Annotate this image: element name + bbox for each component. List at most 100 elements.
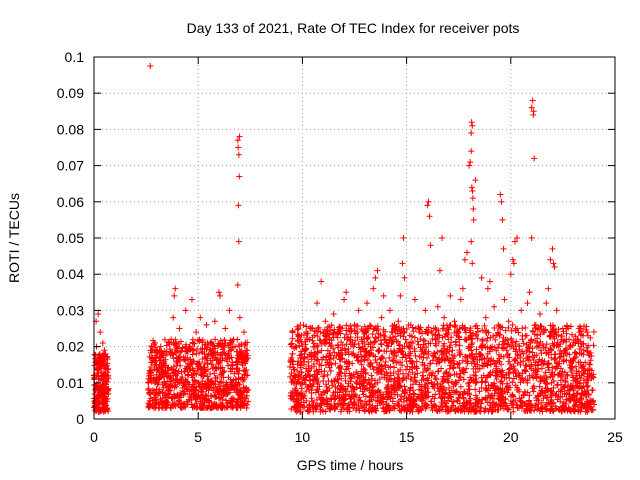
data-point-band <box>355 357 362 364</box>
data-point-band <box>182 383 189 390</box>
data-point-band <box>179 374 186 381</box>
data-point-band <box>442 390 449 397</box>
data-point-band <box>225 342 232 349</box>
data-point <box>99 358 106 365</box>
data-point-band <box>376 376 383 383</box>
data-point-band <box>466 379 473 386</box>
data-point-band <box>484 387 491 394</box>
data-point <box>455 329 462 336</box>
data-point-band <box>428 404 435 411</box>
data-point-band <box>454 361 461 368</box>
data-point <box>182 307 189 314</box>
data-point-band <box>522 361 529 368</box>
data-point <box>416 329 423 336</box>
data-point <box>457 296 464 303</box>
data-point-band <box>150 341 157 348</box>
data-point-band <box>465 383 472 390</box>
data-point-band <box>331 405 338 412</box>
data-point-band <box>287 373 294 380</box>
data-point <box>353 354 360 361</box>
data-point <box>572 339 579 346</box>
data-point-band <box>570 387 577 394</box>
data-point-band <box>427 340 434 347</box>
data-point-band <box>590 328 597 335</box>
data-point-band <box>294 367 301 374</box>
data-point-band <box>323 395 330 402</box>
data-point-band <box>490 382 497 389</box>
data-point <box>96 394 103 401</box>
data-point-band <box>398 347 405 354</box>
data-point-band <box>355 351 362 358</box>
data-point-band <box>321 332 328 339</box>
data-point-band <box>446 365 453 372</box>
data-point-band <box>473 379 480 386</box>
data-point-band <box>161 360 168 367</box>
data-point-band <box>484 355 491 362</box>
data-point-band <box>523 341 530 348</box>
data-point-band <box>209 351 216 358</box>
data-point-band <box>405 394 412 401</box>
axis-ticks: 0 0.01 0.02 0.03 0.04 0.05 0.06 0.07 0.08 0.09 0.1… <box>57 49 623 445</box>
data-point <box>235 151 242 158</box>
data-point-band <box>349 401 356 408</box>
data-point-band <box>163 342 170 349</box>
data-point-band <box>166 391 173 398</box>
data-point <box>291 372 298 379</box>
data-point <box>243 372 250 379</box>
data-point-band <box>460 376 467 383</box>
data-point-band <box>412 377 419 384</box>
data-point-band <box>358 354 365 361</box>
data-point-band <box>241 342 248 349</box>
data-point-band <box>567 342 574 349</box>
data-point-band <box>446 342 453 349</box>
data-point-band <box>243 355 250 362</box>
data-point-band <box>376 398 383 405</box>
data-point-band <box>402 353 409 360</box>
data-point-band <box>558 350 565 357</box>
data-point-band <box>298 351 305 358</box>
data-point-band <box>347 375 354 382</box>
data-point <box>386 307 393 314</box>
data-point-band <box>538 405 545 412</box>
data-point-band <box>341 396 348 403</box>
x-axis-label: GPS time / hours <box>297 457 404 473</box>
data-point-band <box>406 407 413 414</box>
data-point-band <box>221 350 228 357</box>
data-point-band <box>228 361 235 368</box>
data-point <box>374 267 381 274</box>
data-point-band <box>487 372 494 379</box>
data-point <box>349 383 356 390</box>
data-point-band <box>161 336 168 343</box>
data-point <box>172 285 179 292</box>
data-point-band <box>185 348 192 355</box>
data-point <box>217 292 224 299</box>
data-point-band <box>511 356 518 363</box>
data-point-band <box>241 402 248 409</box>
data-point-band <box>563 396 570 403</box>
data-point-band <box>341 345 348 352</box>
data-point-band <box>214 356 221 363</box>
data-point <box>393 387 400 394</box>
data-point-band <box>378 354 385 361</box>
data-point-band <box>197 366 204 373</box>
data-point-band <box>440 352 447 359</box>
data-point-band <box>447 372 454 379</box>
data-point-band <box>228 379 235 386</box>
data-point-band <box>366 350 373 357</box>
data-point <box>155 379 162 386</box>
data-point <box>94 361 101 368</box>
data-point-band <box>293 398 300 405</box>
data-point-band <box>401 383 408 390</box>
data-point-band <box>444 407 451 414</box>
data-point <box>503 347 510 354</box>
data-point-band <box>450 380 457 387</box>
data-point-band <box>294 326 301 333</box>
data-point-band <box>474 407 481 414</box>
data-point-band <box>390 334 397 341</box>
data-point-band <box>380 391 387 398</box>
data-point-band <box>179 344 186 351</box>
data-point-band <box>289 392 296 399</box>
data-point-band <box>303 374 310 381</box>
data-point-band <box>466 405 473 412</box>
data-point-band <box>436 355 443 362</box>
